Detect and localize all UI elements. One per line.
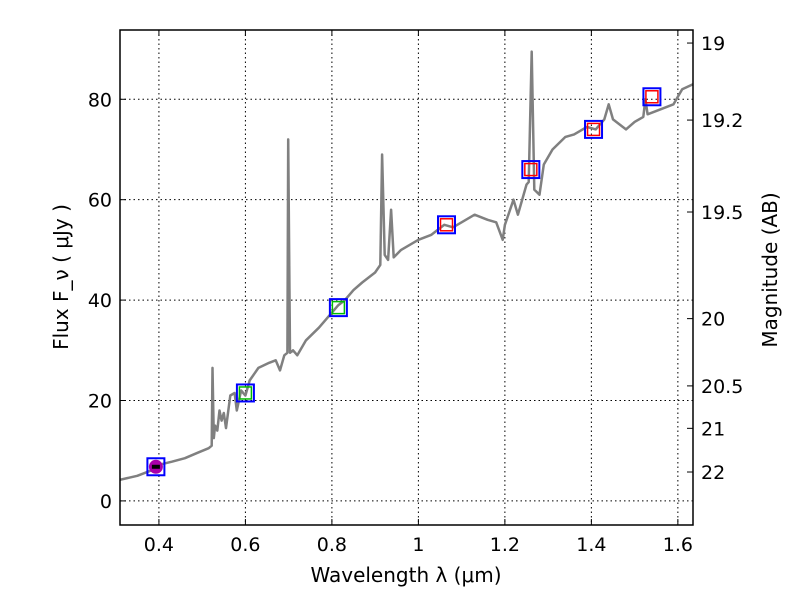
observed-photometry-point [328, 298, 348, 318]
mag-tick-label: 19 [701, 33, 725, 55]
mag-tick-label: 22 [701, 462, 725, 484]
y-tick-label: 0 [100, 491, 112, 513]
plot-frame [119, 29, 694, 526]
y-tick-label: 20 [88, 390, 112, 412]
error-bar [151, 464, 160, 469]
mag-tick-label: 19.2 [701, 110, 743, 132]
ticks: 0.4 0.6 0.8 1 1.2 1.4 1.6 0 20 40 60 80 19 19.2 19.5 20… [88, 30, 743, 556]
series [120, 50, 693, 482]
x-tick-label: 0.8 [317, 534, 347, 556]
model-photometry-point [645, 90, 659, 104]
mag-tick-label: 20 [701, 309, 725, 331]
y-tick-label: 40 [88, 290, 112, 312]
y-tick-label: 60 [88, 190, 112, 212]
model-photometry-point [439, 218, 454, 232]
mag-tick-label: 20.5 [701, 376, 743, 398]
x-axis-label: Wavelength λ (μm) [310, 563, 501, 587]
observed-photometry-point [437, 215, 457, 235]
mag-tick-label: 21 [701, 418, 725, 440]
y-axis-label: Flux F_ν ( μJy ) [49, 204, 73, 350]
observed-photometry-point [235, 383, 255, 403]
model-photometry-point [238, 386, 253, 400]
x-tick-label: 0.6 [230, 534, 260, 556]
observed-photometry-point [521, 160, 541, 180]
grid [120, 30, 693, 525]
x-tick-label: 0.4 [144, 534, 174, 556]
x-tick-label: 1.6 [663, 534, 693, 556]
observed-photometry-point [642, 87, 662, 107]
x-tick-label: 1 [412, 534, 424, 556]
observed-photometry-point [584, 119, 604, 139]
mag-tick-label: 19.5 [701, 202, 743, 224]
model-photometry-point [331, 300, 346, 315]
y-tick-label: 80 [88, 89, 112, 111]
spectrum-line [120, 50, 693, 482]
observed-photometry-point [146, 457, 166, 477]
x-tick-label: 1.2 [490, 534, 520, 556]
x-tick-label: 1.4 [576, 534, 606, 556]
model-photometry-point [586, 122, 601, 137]
y-right-axis-label: Magnitude (AB) [758, 192, 782, 347]
model-photometry-point [524, 162, 538, 177]
